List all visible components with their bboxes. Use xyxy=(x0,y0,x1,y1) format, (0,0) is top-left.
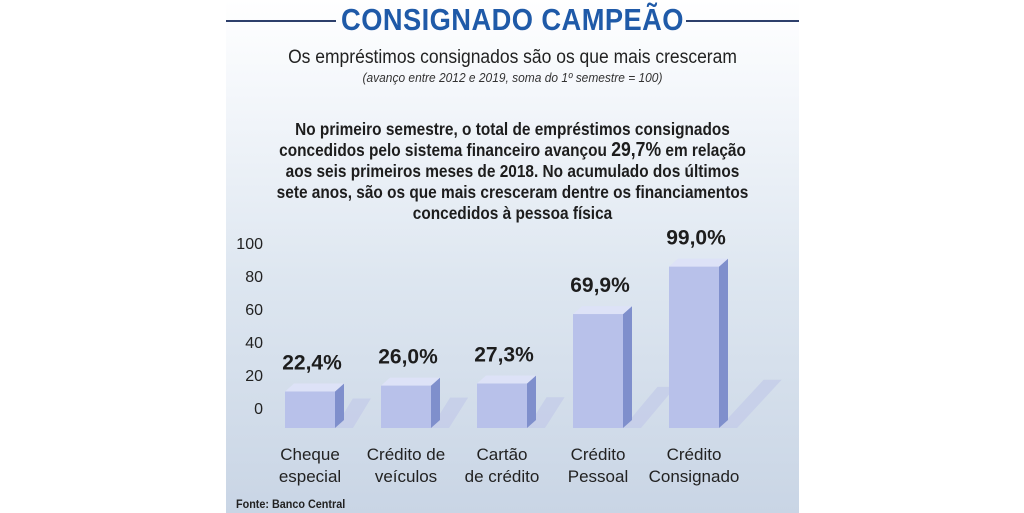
bar-value-label: 69,9% xyxy=(570,274,630,297)
category-label: Consignado xyxy=(649,467,740,486)
category-label: Crédito de xyxy=(367,445,445,464)
y-tick-label: 100 xyxy=(236,236,263,253)
bar-shadow xyxy=(335,398,371,428)
bar-top xyxy=(477,375,536,384)
bar xyxy=(477,383,527,428)
bar xyxy=(285,391,335,428)
category-label: Crédito xyxy=(571,445,626,464)
bar-value-label: 22,4% xyxy=(282,351,342,374)
y-tick-label: 20 xyxy=(245,368,263,385)
bar-side xyxy=(719,258,728,428)
bar xyxy=(669,266,719,428)
summary-highlight-year: 2018 xyxy=(499,161,534,181)
chart-subtitle: Os empréstimos consignados são os que ma… xyxy=(288,47,737,68)
bar-value-label: 26,0% xyxy=(378,346,438,369)
category-label: veículos xyxy=(375,467,437,486)
bar-shadow xyxy=(719,379,782,428)
bar-shadow xyxy=(623,386,676,428)
y-tick-label: 80 xyxy=(245,269,263,286)
bar-side xyxy=(623,306,632,428)
bar xyxy=(573,314,623,428)
category-label: Cheque xyxy=(280,445,340,464)
summary-part1: No primeiro semestre, o total de emprést… xyxy=(279,119,730,160)
source-note: Fonte: Banco Central xyxy=(236,497,346,511)
bar-chart: 0 20 40 60 80 100 22,4% Cheque especial 26,0% Créd… xyxy=(236,227,782,486)
category-label: Pessoal xyxy=(568,467,628,486)
bar-top xyxy=(381,377,440,386)
bar xyxy=(381,385,431,428)
bar-top xyxy=(669,258,728,267)
bar-shadow xyxy=(431,397,469,428)
bar-value-label: 99,0% xyxy=(666,227,726,250)
bar-top xyxy=(573,306,632,315)
bar-side xyxy=(431,377,440,428)
bar-value-label: 27,3% xyxy=(474,344,534,367)
bar-side xyxy=(335,383,344,428)
chart-title: CONSIGNADO CAMPEÃO xyxy=(341,2,684,37)
infographic-panel: CONSIGNADO CAMPEÃO Os empréstimos consig… xyxy=(226,0,799,513)
bar-side xyxy=(527,375,536,428)
summary-paragraph: No primeiro semestre, o total de emprést… xyxy=(269,119,756,224)
category-label: especial xyxy=(279,467,341,486)
summary-highlight-percent: 29,7% xyxy=(611,139,662,161)
bar-top xyxy=(285,383,344,392)
category-label: Cartão xyxy=(476,445,527,464)
category-label: de crédito xyxy=(465,467,540,486)
y-tick-label: 60 xyxy=(245,302,263,319)
title-rule-right xyxy=(686,20,799,22)
category-label: Crédito xyxy=(667,445,722,464)
bar-shadow xyxy=(527,397,565,428)
y-tick-label: 40 xyxy=(245,335,263,352)
y-tick-label: 0 xyxy=(254,401,263,418)
summary-part2: em relação aos seis primeiros meses de xyxy=(285,140,746,181)
chart-note: (avanço entre 2012 e 2019, soma do 1º se… xyxy=(362,70,663,85)
title-rule-left xyxy=(226,20,336,22)
summary-part3: . No acumulado dos últimos sete anos, sã… xyxy=(276,161,749,223)
